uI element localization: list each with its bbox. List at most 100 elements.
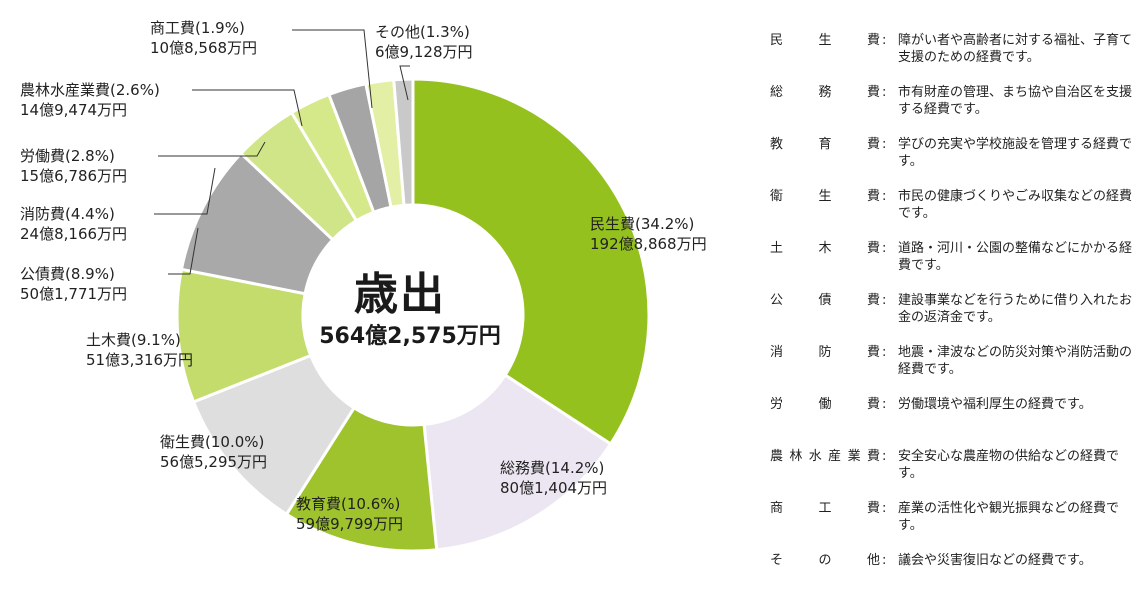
legend-term: 衛生費 <box>770 188 880 205</box>
legend-term-char: 産 <box>828 449 842 464</box>
legend-colon: : <box>882 501 887 516</box>
legend-row: 衛 生 費: 市民の健康づくりやごみ収集などの経費です。 <box>770 188 1142 240</box>
slice-percent-label: 土木費(9.1%) <box>86 331 181 349</box>
slice-0 <box>411 77 651 447</box>
legend-term-char: 林 <box>789 449 803 464</box>
legend-term-char: 土 <box>770 241 784 256</box>
legend-term-char: 育 <box>818 137 832 152</box>
slice-percent-label: 商工費(1.9%) <box>150 19 245 37</box>
leader-line <box>192 89 303 127</box>
legend-term-char: 衛 <box>770 189 784 204</box>
slice-label-5: 公債費(8.9%) 50億1,771万円 <box>20 264 127 304</box>
slice-percent-label: 農林水産業費(2.6%) <box>20 81 160 99</box>
slice-percent-label: 衛生費(10.0%) <box>160 433 265 451</box>
legend-row: 公 債 費: 建設事業などを行うために借り入れたお金の返済金です。 <box>770 292 1142 344</box>
slice-label-2: 教育費(10.6%) 59億9,799万円 <box>296 494 403 534</box>
legend-description: 道路・河川・公園の整備などにかかる経費です。 <box>898 241 1133 273</box>
legend-row: 農林水産業費: 安全安心な農産物の供給などの経費です。 <box>770 448 1142 500</box>
legend-term-char: 民 <box>770 33 784 48</box>
legend-colon: : <box>882 189 887 204</box>
slice-label-10: その他(1.3%) 6億9,128万円 <box>375 22 473 62</box>
legend-term: 商工費 <box>770 500 880 517</box>
legend-description: 労働環境や福利厚生の経費です。 <box>898 397 1092 412</box>
legend-term-char: 生 <box>818 189 832 204</box>
leader-line <box>158 141 266 157</box>
slice-percent-label: 総務費(14.2%) <box>500 459 605 477</box>
slice-amount-label: 51億3,316万円 <box>86 351 194 369</box>
legend-term-char: 費 <box>866 293 880 308</box>
slice-percent-label: その他(1.3%) <box>375 23 470 41</box>
legend-term-char: 費 <box>866 85 880 100</box>
legend-colon: : <box>882 137 887 152</box>
legend-term-char: 費 <box>866 449 880 464</box>
legend-term: 総務費 <box>770 84 880 101</box>
slice-label-6: 消防費(4.4%) 24億8,166万円 <box>20 204 127 244</box>
legend-term: 農林水産業費 <box>770 448 880 465</box>
legend-description: 地震・津波などの防災対策や消防活動の経費です。 <box>898 345 1133 377</box>
legend-term-char: 働 <box>818 397 832 412</box>
legend-term-char: 費 <box>866 241 880 256</box>
slice-amount-label: 59億9,799万円 <box>296 515 404 533</box>
slice-10 <box>392 77 415 207</box>
legend-description: 市民の健康づくりやごみ収集などの経費です。 <box>898 189 1133 221</box>
legend-term-char: 工 <box>818 501 832 516</box>
slice-1 <box>422 373 613 552</box>
slice-percent-label: 公債費(8.9%) <box>20 265 115 283</box>
legend-row: 労 働 費: 労働環境や福利厚生の経費です。 <box>770 396 1142 448</box>
legend-term-char: 費 <box>866 137 880 152</box>
slice-label-3: 衛生費(10.0%) 56億5,295万円 <box>160 432 267 472</box>
slice-amount-label: 6億9,128万円 <box>375 43 473 61</box>
legend-description: 議会や災害復旧などの経費です。 <box>898 553 1092 568</box>
legend-description: 障がい者や高齢者に対する福祉、子育て支援のための経費です。 <box>898 33 1133 65</box>
slice-percent-label: 消防費(4.4%) <box>20 205 115 223</box>
slice-amount-label: 24億8,166万円 <box>20 225 128 243</box>
donut-svg <box>154 29 651 553</box>
legend-term-char: 木 <box>818 241 832 256</box>
legend-term-char: 消 <box>770 345 784 360</box>
slice-label-1: 総務費(14.2%) 80億1,404万円 <box>500 458 607 498</box>
slice-label-9: 商工費(1.9%) 10億8,568万円 <box>150 18 257 58</box>
legend-row: 消 防 費: 地震・津波などの防災対策や消防活動の経費です。 <box>770 344 1142 396</box>
slice-amount-label: 15億6,786万円 <box>20 167 128 185</box>
expenditure-donut-chart: 歳出 564億2,575万円 民生費(34.2%) 192億8,868万円 総務費(… <box>20 18 707 553</box>
legend-term-char: 費 <box>866 501 880 516</box>
slice-percent-label: 教育費(10.6%) <box>296 495 401 513</box>
legend-colon: : <box>882 553 887 568</box>
slice-percent-label: 民生費(34.2%) <box>590 215 695 233</box>
slice-label-0: 民生費(34.2%) 192億8,868万円 <box>590 214 707 254</box>
legend-term-char: そ <box>770 553 784 568</box>
legend-colon: : <box>882 345 887 360</box>
legend-colon: : <box>882 241 887 256</box>
legend-term-char: 商 <box>770 501 784 516</box>
legend-row: 総 務 費: 市有財産の管理、まち協や自治区を支援する経費です。 <box>770 84 1142 136</box>
leader-line <box>154 167 216 215</box>
legend-colon: : <box>882 397 887 412</box>
legend-panel: 民生費: 障がい者や高齢者に対する福祉、子育て支援のための経費です。総務費: 市有財… <box>770 32 1142 604</box>
legend-description: 建設事業などを行うために借り入れたお金の返済金です。 <box>898 293 1133 325</box>
slice-amount-label: 80億1,404万円 <box>500 479 608 497</box>
legend-description: 産業の活性化や観光振興などの経費です。 <box>898 501 1120 533</box>
slice-amount-label: 10億8,568万円 <box>150 39 258 57</box>
legend-term-char: 防 <box>818 345 832 360</box>
leader-line <box>168 227 199 275</box>
leader-line <box>292 29 373 109</box>
legend-colon: : <box>882 33 887 48</box>
legend-term-char: 業 <box>847 449 861 464</box>
leader-line <box>399 65 410 101</box>
legend-row: 商 工 費: 産業の活性化や観光振興などの経費です。 <box>770 500 1142 552</box>
legend-row: 民 生 費: 障がい者や高齢者に対する福祉、子育て支援のための経費です。 <box>770 32 1142 84</box>
legend-colon: : <box>882 449 887 464</box>
legend-colon: : <box>882 293 887 308</box>
legend-term-char: 費 <box>866 189 880 204</box>
legend-term-char: 生 <box>818 33 832 48</box>
legend-description: 市有財産の管理、まち協や自治区を支援する経費です。 <box>898 85 1133 117</box>
legend-term-char: の <box>818 553 832 568</box>
legend-row: 土 木 費: 道路・河川・公園の整備などにかかる経費です。 <box>770 240 1142 292</box>
legend-term-char: 労 <box>770 397 784 412</box>
slice-percent-label: 労働費(2.8%) <box>20 147 115 165</box>
legend-term: 消防費 <box>770 344 880 361</box>
slice-label-7: 労働費(2.8%) 15億6,786万円 <box>20 146 127 186</box>
legend-term-char: 公 <box>770 293 784 308</box>
legend-term: 労働費 <box>770 396 880 413</box>
center-title: 歳出 <box>354 269 446 320</box>
